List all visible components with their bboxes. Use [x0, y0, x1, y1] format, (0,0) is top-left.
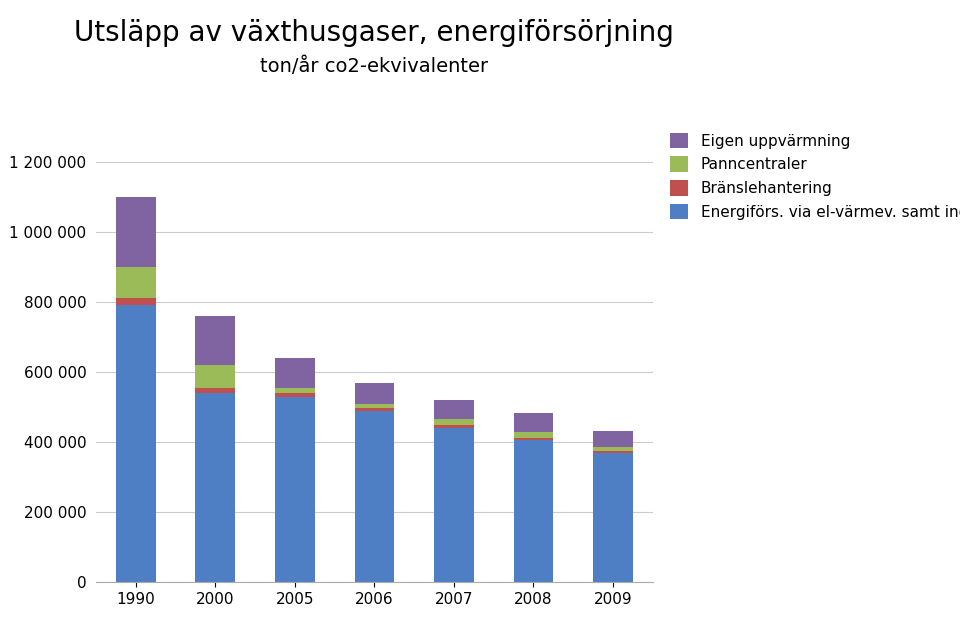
- Text: Utsläpp av växthusgaser, energiförsörjning: Utsläpp av växthusgaser, energiförsörjni…: [75, 19, 674, 47]
- Bar: [275, 393, 315, 396]
- Bar: [593, 453, 633, 582]
- Bar: [116, 197, 156, 267]
- Bar: [593, 451, 633, 453]
- Text: ton/år co2-ekvivalenter: ton/år co2-ekvivalenter: [260, 57, 489, 77]
- Bar: [354, 408, 395, 411]
- Bar: [354, 411, 395, 582]
- Bar: [354, 404, 395, 408]
- Bar: [434, 425, 474, 428]
- Bar: [275, 388, 315, 393]
- Bar: [116, 305, 156, 582]
- Bar: [196, 388, 235, 393]
- Bar: [593, 447, 633, 451]
- Bar: [196, 316, 235, 365]
- Bar: [434, 400, 474, 419]
- Bar: [434, 428, 474, 582]
- Bar: [275, 396, 315, 582]
- Bar: [275, 358, 315, 388]
- Bar: [116, 298, 156, 305]
- Bar: [196, 365, 235, 388]
- Bar: [593, 431, 633, 447]
- Bar: [514, 437, 553, 441]
- Bar: [514, 413, 553, 432]
- Bar: [514, 432, 553, 437]
- Legend: Eigen uppvärmning, Panncentraler, Bränslehantering, Energiförs. via el-värmev. s: Eigen uppvärmning, Panncentraler, Bränsl…: [664, 127, 960, 226]
- Bar: [196, 393, 235, 582]
- Bar: [354, 382, 395, 404]
- Bar: [434, 419, 474, 425]
- Bar: [116, 267, 156, 298]
- Bar: [514, 441, 553, 582]
